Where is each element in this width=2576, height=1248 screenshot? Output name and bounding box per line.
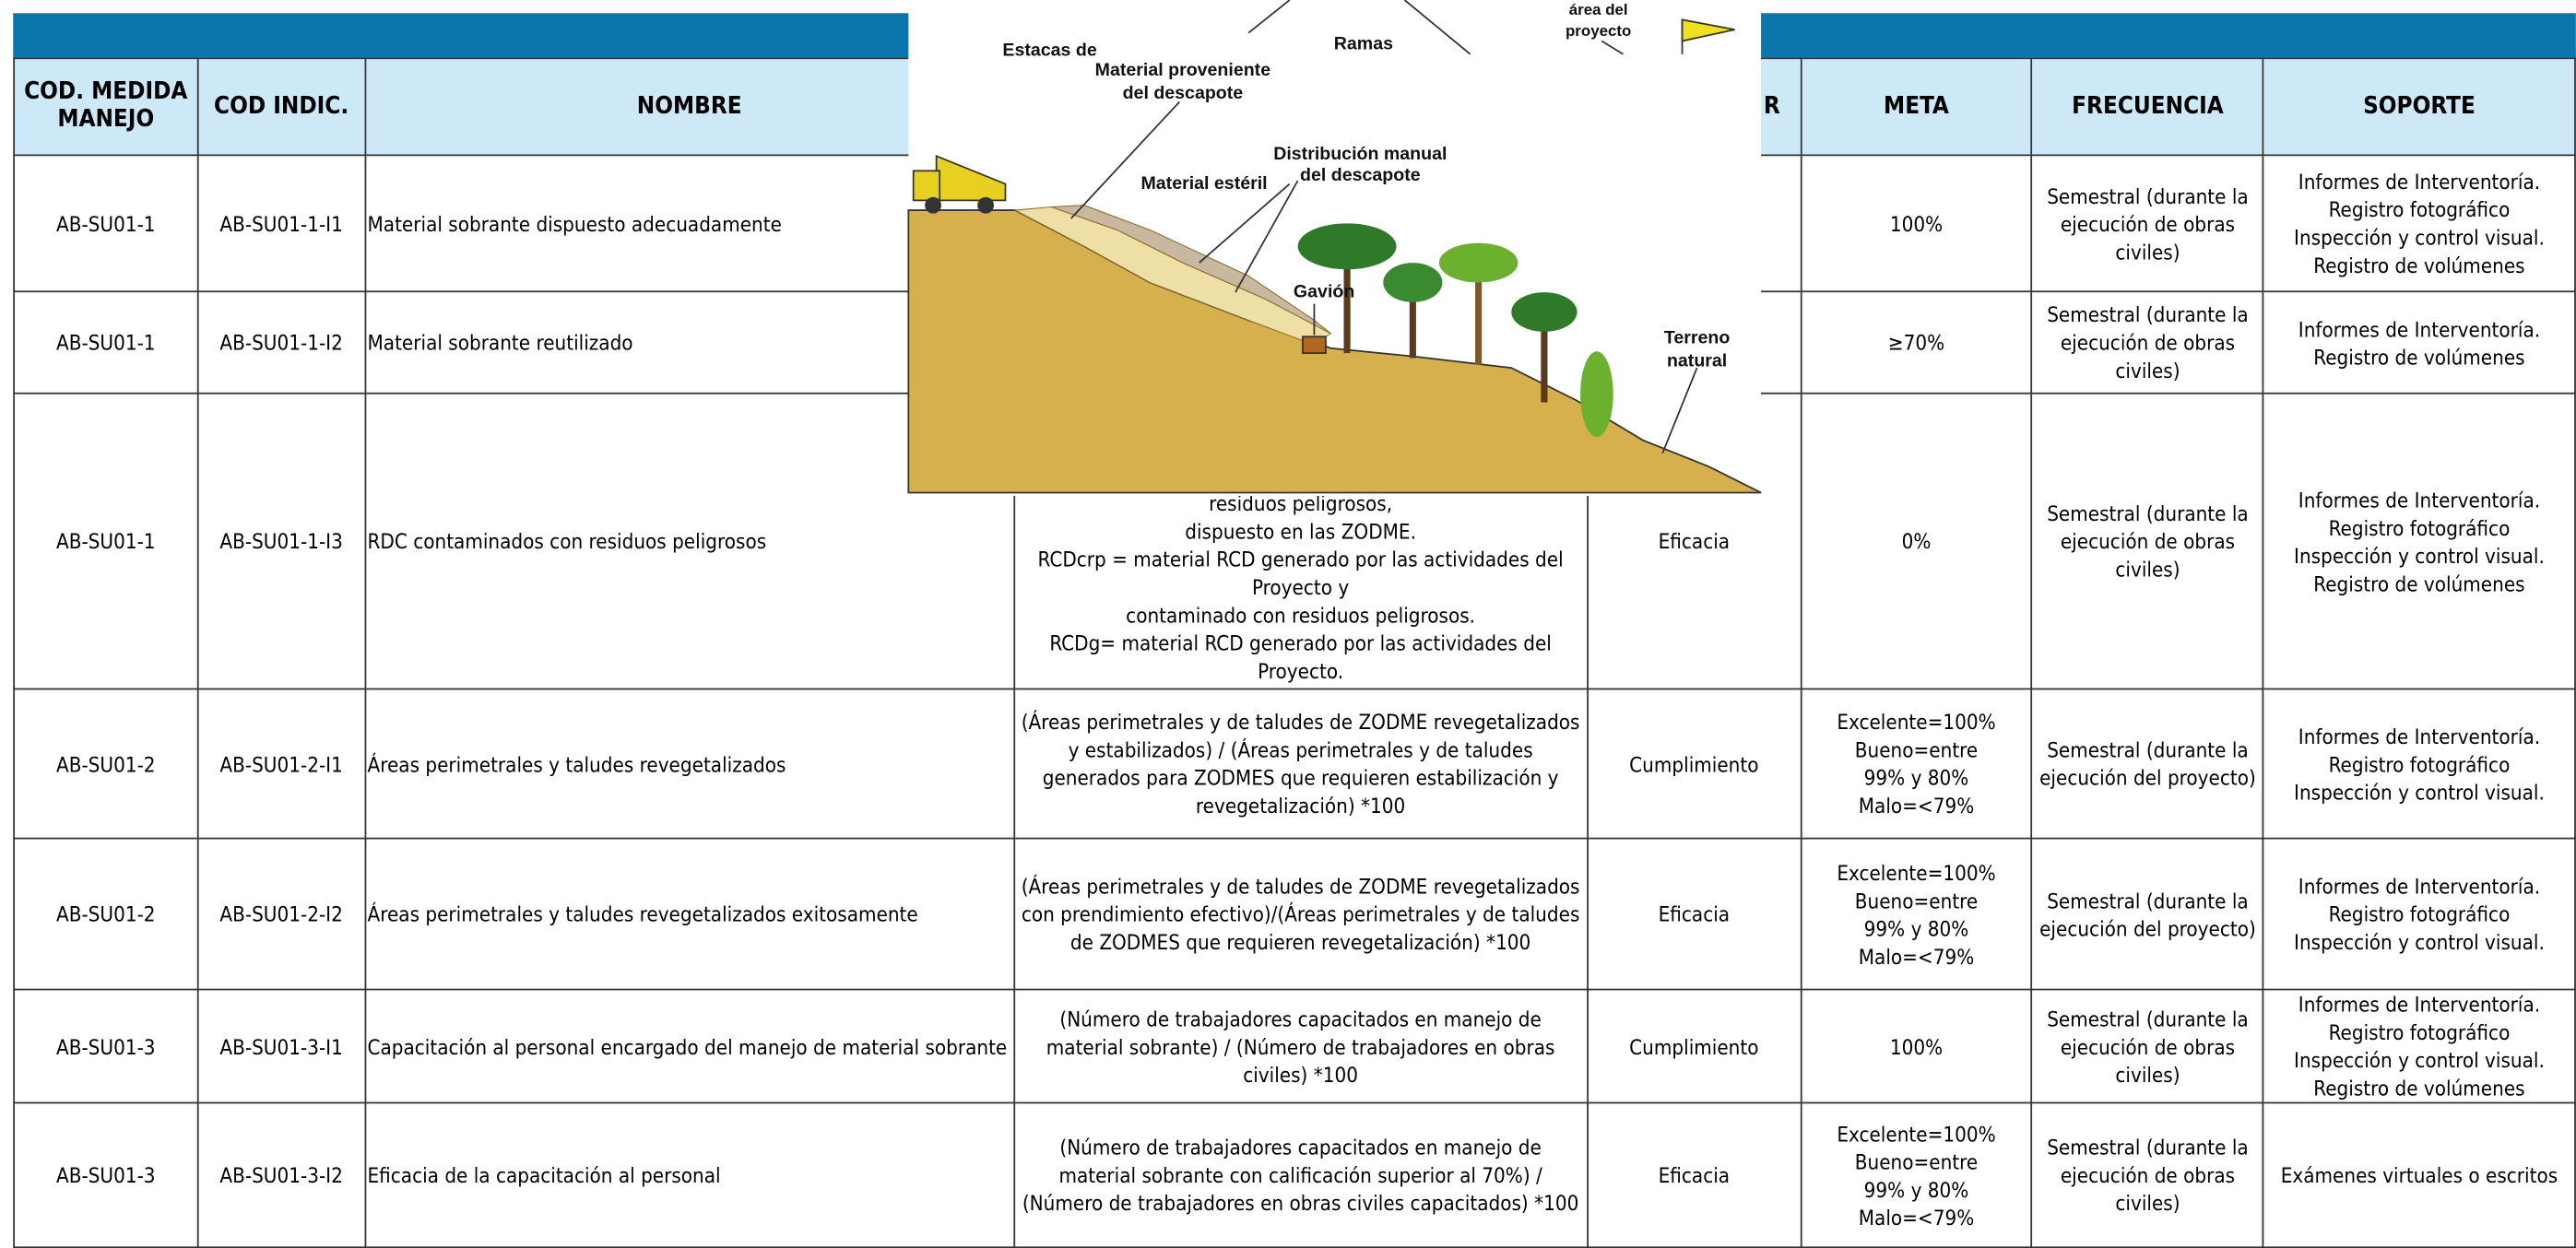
figure-label: del descapote [1300,165,1421,185]
cell-nombre: Material sobrante reutilizado [363,290,1015,394]
flag [1681,18,1735,54]
cell-formula: (Número de trabajadores capacitados en m… [1012,988,1589,1104]
cell-cod-medida: AB-SU01-1 [13,290,199,394]
cell-cod-indic: AB-SU01-1-I1 [196,154,366,293]
cell-formula: (Número de trabajadores capacitados en m… [1012,1101,1589,1248]
cell-nombre: Capacitación al personal encargado del m… [363,988,1015,1104]
table-row: AB-SU01-3 AB-SU01-3-I1 Capacitación al per… [13,988,2576,1104]
cell-cod-medida: AB-SU01-2 [13,688,199,840]
cell-tipo: Cumplimiento [1586,988,1802,1104]
cell-frecuencia: Semestral (durante la ejecución de obras… [2031,290,2264,394]
cell-nombre: Material sobrante dispuesto adecuadament… [363,154,1015,293]
cell-soporte: Informes de Interventoría. Registro foto… [2263,988,2576,1104]
gavion [1302,336,1327,354]
cell-meta: Excelente=100% Bueno=entre 99% y 80% Mal… [1800,688,2033,840]
cell-soporte: Informes de Interventoría. Registro foto… [2263,688,2576,840]
header-cell: META [1800,57,2033,157]
cell-cod-indic: AB-SU01-1-I3 [196,392,366,690]
figure-label: del descapote [1123,83,1244,103]
cell-frecuencia: Semestral (durante la ejecución de obras… [2031,988,2264,1104]
cell-cod-medida: AB-SU01-1 [13,392,199,690]
table-row: AB-SU01-2 AB-SU01-2-I2 Áreas perimetrales … [13,837,2576,991]
figure-label: proyecto [1566,22,1631,40]
cell-nombre: Áreas perimetrales y taludes revegetaliz… [363,688,1015,840]
header-cell: FRECUENCIA [2031,57,2264,157]
trees [1297,223,1613,437]
table-row: AB-SU01-3 AB-SU01-3-I2 Eficacia de la capa… [13,1101,2576,1248]
cell-meta: Excelente=100% Bueno=entre 99% y 80% Mal… [1800,837,2033,991]
cell-meta: Excelente=100% Bueno=entre 99% y 80% Mal… [1800,1101,2033,1248]
cell-cod-medida: AB-SU01-3 [13,988,199,1104]
cell-cod-medida: AB-SU01-2 [13,837,199,991]
figure-label: Terreno [1664,327,1730,347]
cell-nombre: Áreas perimetrales y taludes revegetaliz… [363,837,1015,991]
header-cell: SOPORTE [2263,57,2576,157]
cell-meta: 100% [1800,154,2033,293]
cell-frecuencia: Semestral (durante la ejecución de obras… [2031,1101,2264,1248]
table-row: AB-SU01-2 AB-SU01-2-I1 Áreas perimetrales … [13,688,2576,840]
cell-cod-indic: AB-SU01-3-I1 [196,988,366,1104]
cell-soporte: Informes de Interventoría. Registro de v… [2263,290,2576,394]
figure-label: Material proveniente [1095,60,1271,80]
truck [912,154,1007,214]
figure-label: Material estéril [1140,173,1267,194]
cell-cod-indic: AB-SU01-2-I2 [196,837,366,991]
figure-label: natural [1667,350,1727,371]
header-cell: COD. MEDIDA MANEJO [13,57,199,157]
figure-label: Ramas [1334,33,1393,53]
cell-soporte: Exámenes virtuales o escritos [2263,1101,2576,1248]
cell-formula: (Áreas perimetrales y de taludes de ZODM… [1012,837,1589,991]
figure-label: Distribución manual [1273,144,1447,164]
cell-frecuencia: Semestral (durante la ejecución de obras… [2031,392,2264,690]
cell-frecuencia: Semestral (durante la ejecución de obras… [2031,154,2264,293]
cell-cod-medida: AB-SU01-1 [13,154,199,293]
callout-lines [1070,0,1698,454]
figure-label: Gavión [1294,282,1354,302]
cell-tipo: Eficacia [1586,837,1802,991]
cell-cod-indic: AB-SU01-2-I1 [196,688,366,840]
cell-frecuencia: Semestral (durante la ejecución del proy… [2031,688,2264,840]
figure-label: Estacas de [1002,41,1096,61]
cell-nombre: Eficacia de la capacitación al personal [363,1101,1015,1248]
cell-frecuencia: Semestral (durante la ejecución del proy… [2031,837,2264,991]
sterile-layer [1051,205,1331,335]
figure-label: área del [1569,1,1628,18]
cell-formula: (Áreas perimetrales y de taludes de ZODM… [1012,688,1589,840]
cell-meta: ≥70% [1800,290,2033,394]
header-cell: NOMBRE [363,57,1015,157]
cell-meta: 0% [1800,392,2033,690]
cell-cod-medida: AB-SU01-3 [13,1101,199,1248]
cell-meta: 100% [1800,988,2033,1104]
cell-soporte: Informes de Interventoría. Registro foto… [2263,837,2576,991]
cell-soporte: Informes de Interventoría. Registro foto… [2263,154,2576,293]
cell-tipo: Eficacia [1586,1101,1802,1248]
cell-cod-indic: AB-SU01-1-I2 [196,290,366,394]
